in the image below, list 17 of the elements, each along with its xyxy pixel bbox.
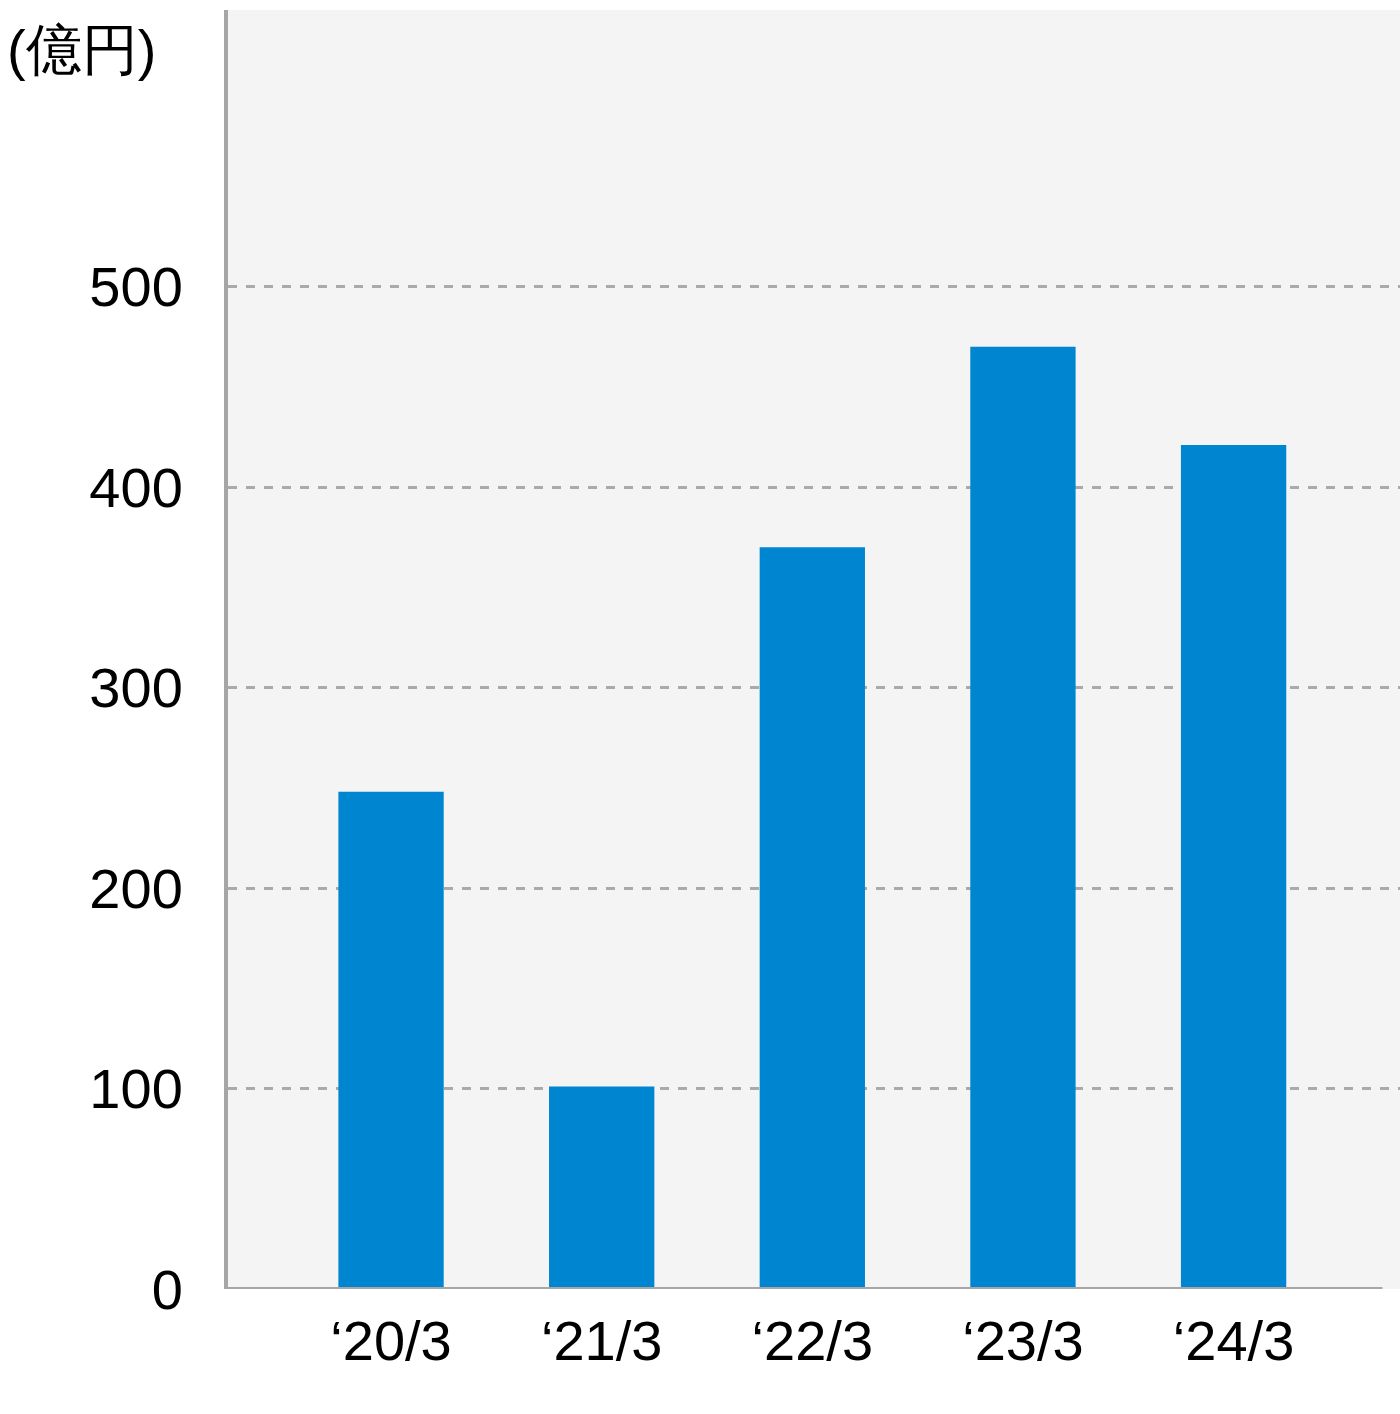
x-tick-label: ‘24/3: [1172, 1309, 1295, 1372]
bar: [759, 547, 865, 1289]
y-axis-title: (億円): [7, 18, 157, 81]
y-tick-label: 100: [89, 1057, 183, 1121]
bar: [338, 791, 444, 1289]
y-tick-label: 200: [89, 856, 183, 920]
bar: [970, 346, 1076, 1289]
x-tick-label: ‘23/3: [962, 1309, 1084, 1372]
x-tick-label: ‘20/3: [330, 1309, 452, 1372]
y-tick-label: 300: [89, 656, 183, 720]
y-tick-label: 0: [151, 1257, 183, 1321]
x-tick-label: ‘21/3: [540, 1309, 663, 1372]
bar: [1180, 445, 1287, 1289]
bar: [549, 1086, 655, 1289]
y-tick-label: 500: [89, 255, 183, 319]
y-tick-label: 400: [89, 455, 183, 519]
x-tick-label: ‘22/3: [751, 1309, 874, 1372]
